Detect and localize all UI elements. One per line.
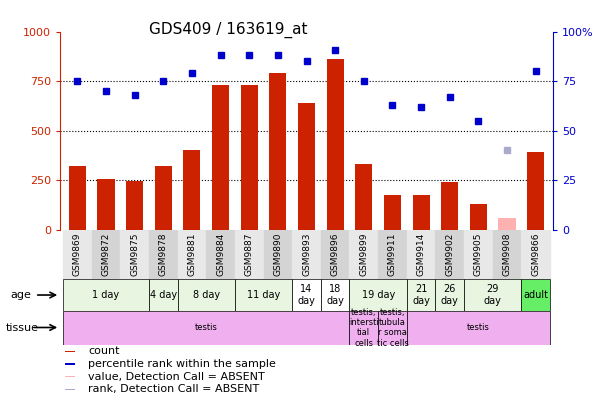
Bar <box>350 311 378 345</box>
Bar <box>464 230 493 279</box>
Bar <box>149 279 177 311</box>
Text: 19 day: 19 day <box>362 290 395 300</box>
Text: count: count <box>88 346 120 356</box>
Text: 26
day: 26 day <box>441 284 459 306</box>
Text: GSM9872: GSM9872 <box>102 232 111 276</box>
Text: testis,
tubula
r soma
tic cells: testis, tubula r soma tic cells <box>377 308 409 348</box>
Bar <box>407 311 550 345</box>
Bar <box>407 279 436 311</box>
Text: GSM9881: GSM9881 <box>188 232 197 276</box>
Text: 14
day: 14 day <box>297 284 316 306</box>
Bar <box>522 279 550 311</box>
Bar <box>235 230 263 279</box>
Text: GDS409 / 163619_at: GDS409 / 163619_at <box>149 22 308 38</box>
Bar <box>498 218 516 230</box>
Text: adult: adult <box>523 290 548 300</box>
Text: GSM9911: GSM9911 <box>388 232 397 276</box>
Bar <box>436 230 464 279</box>
Text: testis: testis <box>467 323 490 332</box>
Bar <box>355 164 373 230</box>
Bar <box>240 85 258 230</box>
Bar <box>206 230 235 279</box>
Text: GSM9884: GSM9884 <box>216 232 225 276</box>
Text: tissue: tissue <box>6 323 39 333</box>
Bar <box>384 195 401 230</box>
Text: GSM9887: GSM9887 <box>245 232 254 276</box>
Bar <box>149 230 177 279</box>
Bar <box>470 204 487 230</box>
Bar <box>464 279 522 311</box>
Bar <box>321 279 350 311</box>
Text: age: age <box>11 290 32 300</box>
Text: 4 day: 4 day <box>150 290 177 300</box>
Bar <box>65 389 75 390</box>
Text: rank, Detection Call = ABSENT: rank, Detection Call = ABSENT <box>88 385 260 394</box>
Text: GSM9866: GSM9866 <box>531 232 540 276</box>
Bar <box>65 376 75 377</box>
Bar <box>235 279 292 311</box>
Text: value, Detection Call = ABSENT: value, Detection Call = ABSENT <box>88 372 265 382</box>
Bar <box>493 230 522 279</box>
Bar <box>177 230 206 279</box>
Text: 21
day: 21 day <box>412 284 430 306</box>
Bar <box>292 279 321 311</box>
Bar <box>63 311 350 345</box>
Bar <box>436 279 464 311</box>
Bar <box>120 230 149 279</box>
Bar <box>378 311 407 345</box>
Bar <box>350 279 407 311</box>
Bar <box>65 351 75 352</box>
Text: GSM9899: GSM9899 <box>359 232 368 276</box>
Bar <box>97 179 115 230</box>
Text: testis,
intersti
tial
cells: testis, intersti tial cells <box>349 308 379 348</box>
Bar <box>292 230 321 279</box>
Text: 11 day: 11 day <box>247 290 280 300</box>
Text: GSM9908: GSM9908 <box>502 232 511 276</box>
Text: 8 day: 8 day <box>193 290 220 300</box>
Bar <box>69 166 86 230</box>
Bar <box>326 59 344 230</box>
Bar <box>407 230 436 279</box>
Text: GSM9902: GSM9902 <box>445 232 454 276</box>
Bar <box>177 279 235 311</box>
Bar <box>527 152 545 230</box>
Text: 18
day: 18 day <box>326 284 344 306</box>
Bar <box>298 103 315 230</box>
Bar <box>378 230 407 279</box>
Bar <box>65 364 75 365</box>
Bar <box>212 85 229 230</box>
Text: GSM9890: GSM9890 <box>273 232 282 276</box>
Bar <box>321 230 350 279</box>
Text: GSM9914: GSM9914 <box>416 232 426 276</box>
Text: testis: testis <box>195 323 218 332</box>
Bar <box>126 181 143 230</box>
Bar <box>263 230 292 279</box>
Bar <box>412 195 430 230</box>
Text: GSM9893: GSM9893 <box>302 232 311 276</box>
Bar <box>154 166 172 230</box>
Text: 29
day: 29 day <box>484 284 502 306</box>
Bar <box>63 279 149 311</box>
Bar <box>441 182 459 230</box>
Text: percentile rank within the sample: percentile rank within the sample <box>88 359 276 369</box>
Bar <box>269 73 287 230</box>
Bar <box>183 150 201 230</box>
Text: GSM9905: GSM9905 <box>474 232 483 276</box>
Text: 1 day: 1 day <box>93 290 120 300</box>
Bar <box>91 230 120 279</box>
Text: GSM9869: GSM9869 <box>73 232 82 276</box>
Bar <box>63 230 91 279</box>
Text: GSM9896: GSM9896 <box>331 232 340 276</box>
Bar <box>522 230 550 279</box>
Text: GSM9878: GSM9878 <box>159 232 168 276</box>
Text: GSM9875: GSM9875 <box>130 232 139 276</box>
Bar <box>350 230 378 279</box>
